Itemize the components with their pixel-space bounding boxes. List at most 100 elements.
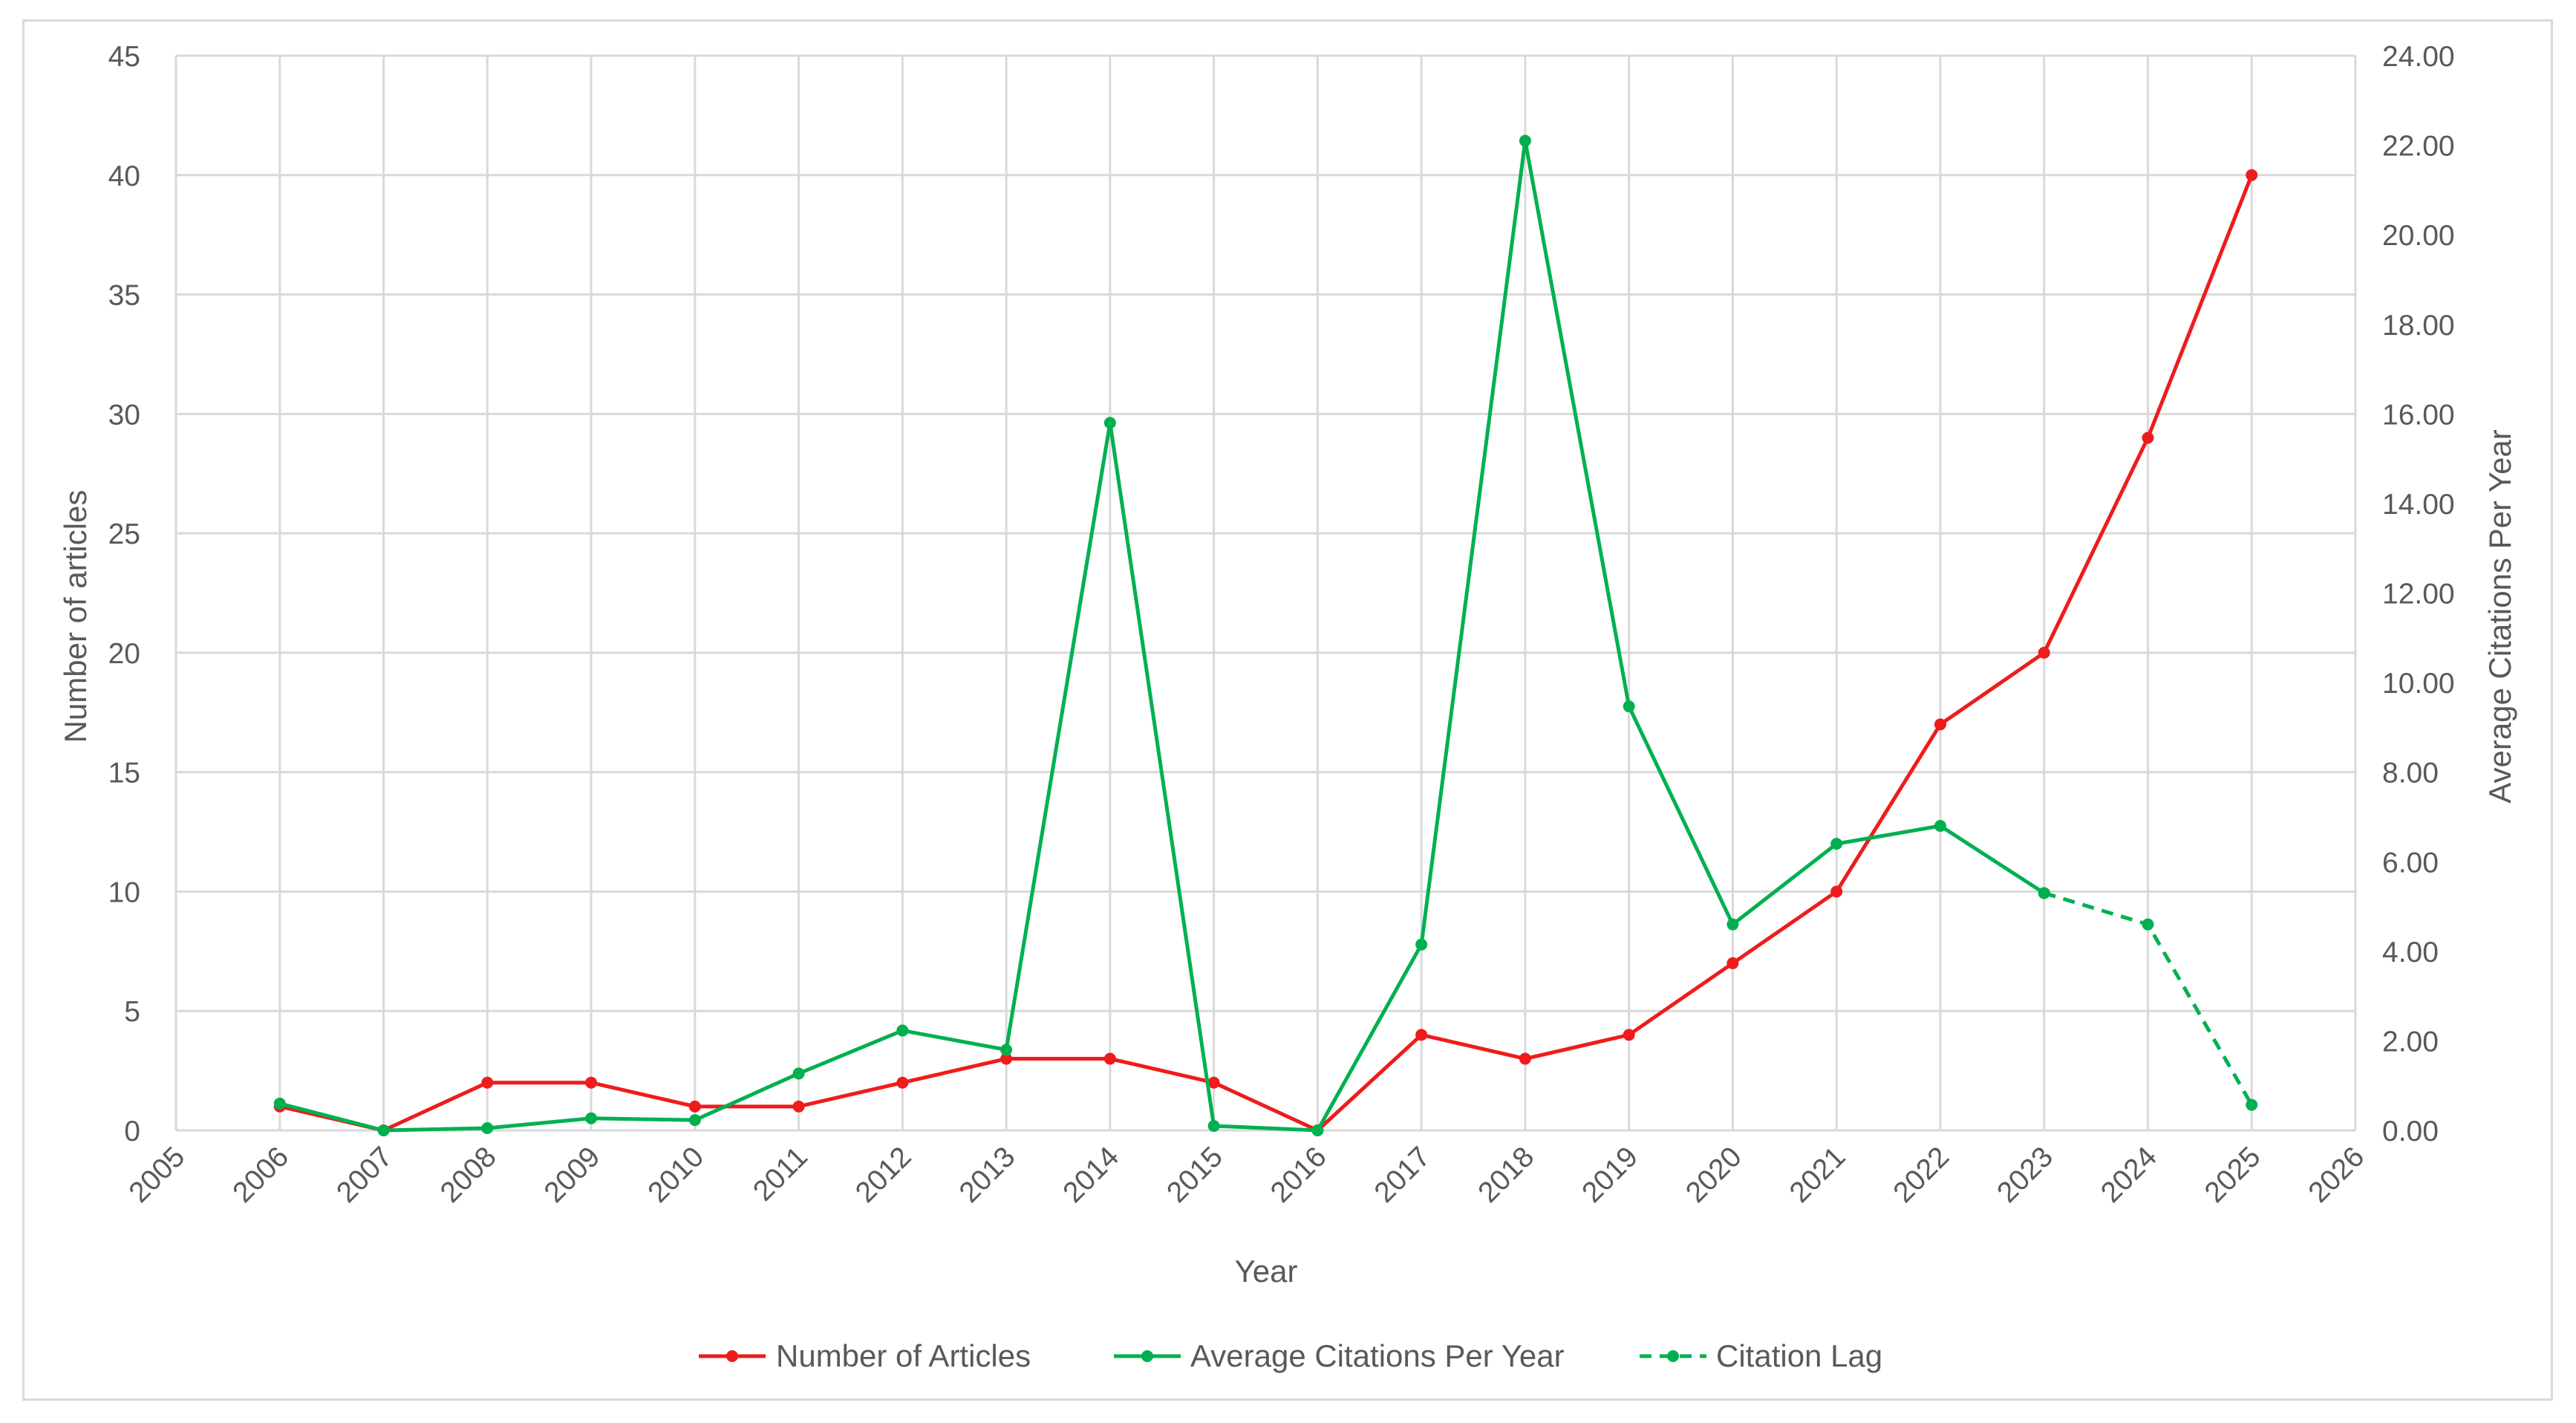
right-y-tick-label: 20.00 [2382, 220, 2455, 252]
left-y-tick-label: 5 [124, 996, 140, 1028]
data-point [2142, 918, 2154, 931]
x-tick-label: 2026 [2303, 1141, 2371, 1209]
right-y-tick-label: 18.00 [2382, 310, 2455, 342]
x-tick-label: 2025 [2199, 1141, 2267, 1209]
x-tick-label: 2016 [1265, 1141, 1333, 1209]
left-axis-tick-labels: 0 5 10 15 20 25 30 35 40 45 [108, 41, 140, 1147]
data-point [2246, 1098, 2258, 1111]
right-axis-tick-labels: 0.00 2.00 4.00 6.00 8.00 10.00 12.00 14.00 16.00… [2382, 41, 2455, 1147]
data-point [2038, 646, 2050, 659]
data-point [1000, 1052, 1013, 1065]
data-point [792, 1067, 805, 1080]
x-axis-tick-labels: 2005 2006 2007 2008 2009 2010 2011 2012 2013 2014… [123, 1141, 2371, 1209]
data-point [792, 1100, 805, 1113]
grid [175, 54, 2357, 1132]
left-axis-title: Number of articles [58, 490, 93, 743]
x-tick-label: 2023 [1991, 1141, 2059, 1209]
data-point [1830, 885, 1843, 898]
data-point [1934, 820, 1946, 833]
data-point [1207, 1076, 1220, 1089]
right-y-tick-label: 14.00 [2382, 489, 2455, 521]
data-point [1830, 838, 1843, 850]
chart-frame [22, 19, 2553, 1401]
x-tick-label: 2009 [538, 1141, 607, 1209]
data-point [1415, 1029, 1428, 1041]
x-tick-label: 2005 [123, 1141, 192, 1209]
series-layer [273, 134, 2258, 1136]
data-point [1000, 1043, 1013, 1056]
data-point [1726, 957, 1739, 969]
right-axis-title: Average Citations Per Year [2482, 429, 2517, 804]
right-y-tick-label: 10.00 [2382, 668, 2455, 700]
data-point [1103, 417, 1116, 429]
left-y-tick-label: 45 [108, 41, 140, 73]
left-y-tick-label: 30 [108, 399, 140, 431]
data-point [2246, 169, 2258, 181]
legend-label-citation-lag: Citation Lag [1716, 1338, 1882, 1373]
left-y-tick-label: 10 [108, 876, 140, 908]
data-point [273, 1097, 286, 1110]
data-point [1623, 700, 1635, 713]
right-y-tick-label: 12.00 [2382, 579, 2455, 610]
series-line [279, 139, 2046, 1133]
x-tick-label: 2012 [850, 1141, 918, 1209]
left-y-tick-label: 15 [108, 758, 140, 789]
right-y-tick-label: 2.00 [2382, 1026, 2439, 1058]
x-tick-label: 2014 [1057, 1141, 1125, 1209]
right-y-tick-label: 16.00 [2382, 399, 2455, 431]
left-y-tick-label: 20 [108, 638, 140, 670]
data-point [1623, 1029, 1635, 1041]
x-tick-label: 2010 [642, 1141, 710, 1209]
x-axis-title: Year [1235, 1254, 1298, 1289]
x-tick-label: 2017 [1369, 1141, 1437, 1209]
legend-label-number-of-articles: Number of Articles [776, 1338, 1031, 1373]
data-point [1934, 718, 1946, 731]
x-tick-label: 2019 [1576, 1141, 1644, 1209]
x-tick-label: 2008 [434, 1141, 503, 1209]
data-point [481, 1121, 494, 1134]
x-tick-label: 2013 [953, 1141, 1022, 1209]
right-y-tick-label: 6.00 [2382, 847, 2439, 879]
legend-item-average-citations: Average Citations Per Year [1114, 1338, 1565, 1373]
data-point [1415, 938, 1428, 951]
data-point [1103, 1052, 1116, 1065]
left-y-tick-label: 40 [108, 160, 140, 192]
data-point [2142, 432, 2154, 444]
legend: Number of Articles Average Citations Per… [699, 1338, 1882, 1373]
legend-item-citation-lag: Citation Lag [1640, 1338, 1882, 1373]
data-point [585, 1112, 598, 1124]
data-point [1207, 1119, 1220, 1132]
right-y-tick-label: 24.00 [2382, 41, 2455, 73]
data-point [1726, 918, 1739, 931]
left-y-tick-label: 25 [108, 518, 140, 550]
data-point [377, 1124, 390, 1136]
data-point [1519, 1052, 1531, 1065]
data-point [688, 1100, 701, 1113]
data-point [481, 1076, 494, 1089]
right-y-tick-label: 4.00 [2382, 937, 2439, 968]
legend-label-average-citations: Average Citations Per Year [1190, 1338, 1565, 1373]
x-tick-label: 2018 [1473, 1141, 1541, 1209]
series-citation-lag [2038, 887, 2258, 1111]
data-point [2038, 887, 2050, 899]
data-point [1519, 134, 1531, 147]
right-y-tick-label: 0.00 [2382, 1116, 2439, 1147]
x-tick-label: 2021 [1784, 1141, 1852, 1209]
x-tick-label: 2020 [1680, 1141, 1748, 1209]
x-tick-label: 2007 [330, 1141, 399, 1209]
data-point [896, 1024, 909, 1037]
x-tick-label: 2011 [747, 1141, 814, 1208]
left-y-tick-label: 35 [108, 280, 140, 312]
data-point [1311, 1124, 1324, 1136]
x-tick-label: 2006 [226, 1141, 295, 1209]
right-y-tick-label: 8.00 [2382, 758, 2439, 789]
x-tick-label: 2015 [1161, 1141, 1229, 1209]
legend-item-number-of-articles: Number of Articles [699, 1338, 1031, 1373]
data-point [688, 1114, 701, 1127]
series-average-citations-per-year [273, 134, 2050, 1136]
x-tick-label: 2024 [2095, 1141, 2163, 1209]
data-point [896, 1076, 909, 1089]
series-line [279, 174, 2254, 1133]
x-tick-label: 2022 [1888, 1141, 1956, 1209]
